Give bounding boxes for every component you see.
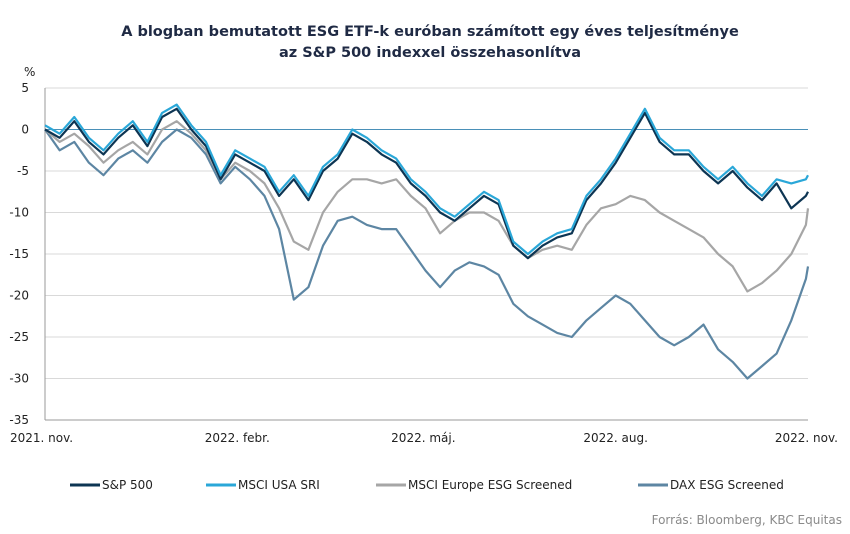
legend-label: DAX ESG Screened [670,478,784,492]
y-tick-label: -35 [9,413,29,427]
x-tick-label: 2022. máj. [391,431,455,445]
x-tick-labels: 2021. nov. 2022. febr. 2022. máj. 2022. aug… [10,431,838,445]
y-axis-label: % [24,65,35,79]
x-tick-label: 2022. aug. [583,431,648,445]
y-tick-label: 5 [21,81,29,95]
legend-label: MSCI Europe ESG Screened [408,478,572,492]
series-line-dax-esg-screened [44,128,810,380]
series-lines [44,103,810,380]
series-line-s-p-500 [44,107,809,260]
y-tick-label: 0 [21,123,29,137]
chart-subtitle: az S&P 500 indexxel összehasonlítva [279,45,581,61]
y-tick-label: -5 [17,164,29,178]
y-tick-label: -30 [9,372,29,386]
y-tick-label: -25 [9,330,29,344]
source-note: Forrás: Bloomberg, KBC Equitas [652,513,842,527]
y-tick-label: -10 [9,206,29,220]
y-tick-label: -15 [9,247,29,261]
grid [44,87,808,421]
y-tick-label: -20 [9,289,29,303]
legend-label: MSCI USA SRI [238,478,320,492]
x-tick-label: 2022. febr. [205,431,270,445]
chart-title: A blogban bemutatott ESG ETF-k euróban s… [121,24,739,40]
series-line-msci-usa-sri [44,103,809,256]
y-tick-labels: 5 0 -5 -10 -15 -20 -25 -30 -35 [9,81,29,427]
series-line-msci-europe-esg-screened [44,120,810,293]
x-tick-label: 2021. nov. [10,431,73,445]
legend: S&P 500 MSCI USA SRI MSCI Europe ESG Scree… [70,478,784,492]
x-tick-label: 2022. nov. [775,431,838,445]
legend-label: S&P 500 [102,478,153,492]
